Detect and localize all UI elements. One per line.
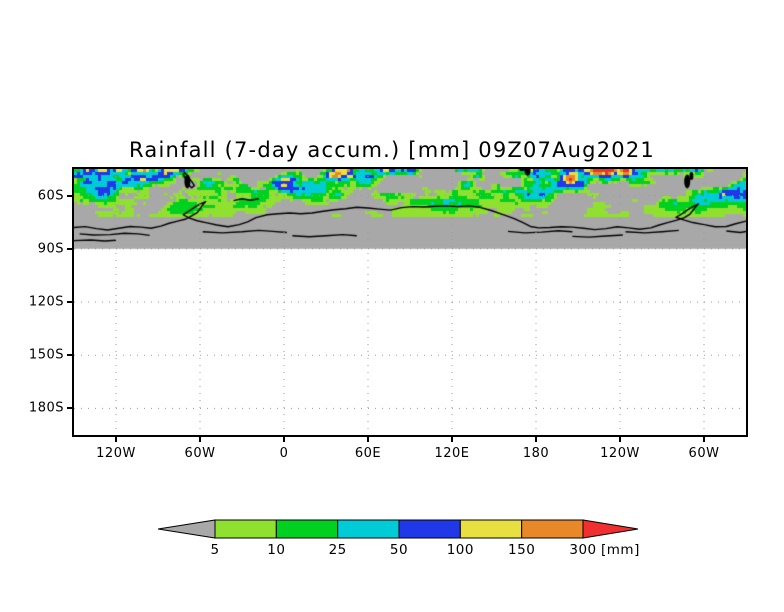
colorbar-tick-label: 25 (328, 542, 347, 558)
y-tick-mark (67, 194, 74, 197)
colorbar-tick-label: 5 (210, 542, 220, 558)
colorbar-tick-label: 100 (446, 542, 474, 558)
y-tick-mark (67, 301, 74, 303)
colorbar-tick-label: 10 (267, 542, 286, 558)
x-tick-mark (367, 435, 369, 442)
colorbar-overflow-arrow (582, 519, 638, 539)
colorbar-underflow-arrow (158, 519, 216, 539)
y-tick-mark (67, 354, 74, 357)
x-axis-label: 120W (96, 446, 136, 461)
colorbar-band (459, 519, 523, 539)
y-tick-mark (67, 247, 74, 250)
x-axis-label: 120W (600, 446, 640, 461)
colorbar (158, 516, 638, 560)
x-axis-label: 60W (184, 446, 216, 461)
x-tick-mark (199, 435, 201, 442)
x-tick-mark (703, 435, 705, 442)
colorbar-band (337, 519, 400, 539)
map-plot-area (72, 167, 748, 437)
y-axis-label: 120S (28, 294, 64, 310)
colorbar-swatches (158, 519, 638, 539)
y-axis-label: 150S (28, 347, 64, 363)
x-tick-mark (115, 435, 117, 442)
x-tick-mark (535, 435, 537, 442)
x-axis-label: 0 (279, 446, 289, 461)
y-tick-mark (67, 407, 74, 410)
colorbar-band (521, 519, 584, 539)
colorbar-tick-label: 50 (389, 542, 409, 558)
colorbar-band (214, 519, 277, 539)
x-tick-mark (451, 435, 453, 442)
x-tick-mark (283, 435, 285, 442)
x-axis-label: 60E (354, 446, 382, 461)
y-axis-label: 90S (37, 241, 64, 257)
colorbar-tick-label: 300 (569, 542, 597, 558)
y-axis-label: 180S (28, 400, 64, 416)
x-tick-mark (619, 435, 621, 442)
x-axis-label: 120E (434, 446, 470, 461)
chart-title: Rainfall (7-day accum.) [mm] 09Z07Aug202… (129, 138, 655, 162)
y-axis-label: 60S (37, 188, 64, 204)
x-axis-label: 180 (522, 446, 550, 461)
colorbar-band (275, 519, 339, 539)
colorbar-band (398, 519, 461, 539)
rainfall-raster (74, 169, 746, 435)
colorbar-unit-label: [mm] (601, 542, 640, 558)
colorbar-tick-label: 150 (508, 542, 536, 558)
x-axis-label: 60W (688, 446, 720, 461)
